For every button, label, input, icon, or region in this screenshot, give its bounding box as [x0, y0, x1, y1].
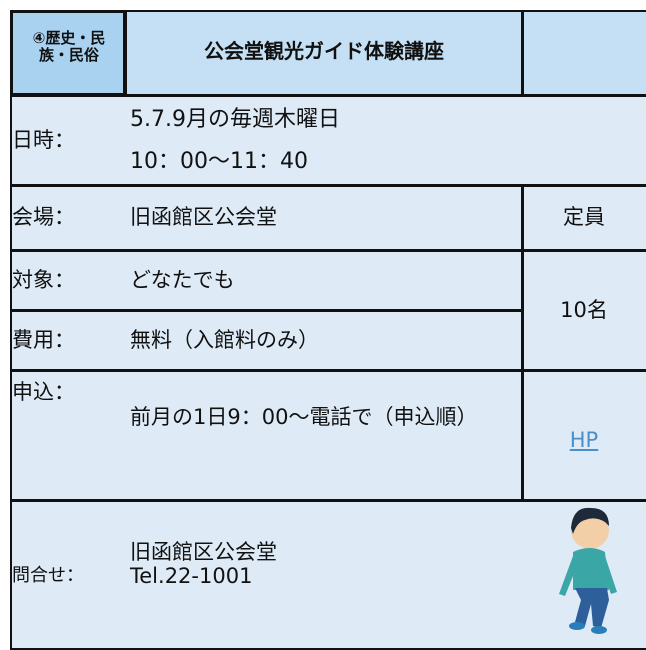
- header-cell: [522, 10, 646, 96]
- link-cell: [522, 370, 646, 501]
- capacity-label: 定員: [563, 205, 605, 229]
- text: 無料（入館料のみ）: [130, 328, 319, 352]
- text: 旧函館区公会堂: [130, 205, 277, 229]
- text: Tel.22-1001: [130, 564, 253, 588]
- text: 旧函館区公会堂: [130, 540, 277, 564]
- text: 前月の1日9：00～電話で（申込順）: [130, 405, 478, 429]
- capacity-value: 10名: [560, 298, 608, 322]
- label: 問合せ：: [12, 565, 84, 586]
- title: 公会堂観光ガイド体験講座: [204, 39, 444, 63]
- category: ④歴史・民族・民俗: [32, 29, 106, 65]
- text: 10：00～11：40: [130, 149, 308, 174]
- label: 申込：: [12, 380, 75, 404]
- label: 日時：: [12, 128, 75, 152]
- row-cell: [10, 250, 523, 311]
- person-icon: [559, 507, 617, 634]
- label: 会場：: [12, 205, 75, 229]
- label: 対象：: [12, 268, 75, 292]
- label: 費用：: [12, 328, 75, 352]
- row-cell: [10, 370, 523, 501]
- text: 5.7.9月の毎週木曜日: [130, 107, 340, 132]
- category-cell: [10, 10, 126, 96]
- hp-link[interactable]: HP: [569, 428, 599, 452]
- row-cell: [10, 95, 646, 186]
- title-cell: [125, 10, 523, 96]
- text: どなたでも: [130, 268, 235, 292]
- row-cell: [10, 500, 646, 650]
